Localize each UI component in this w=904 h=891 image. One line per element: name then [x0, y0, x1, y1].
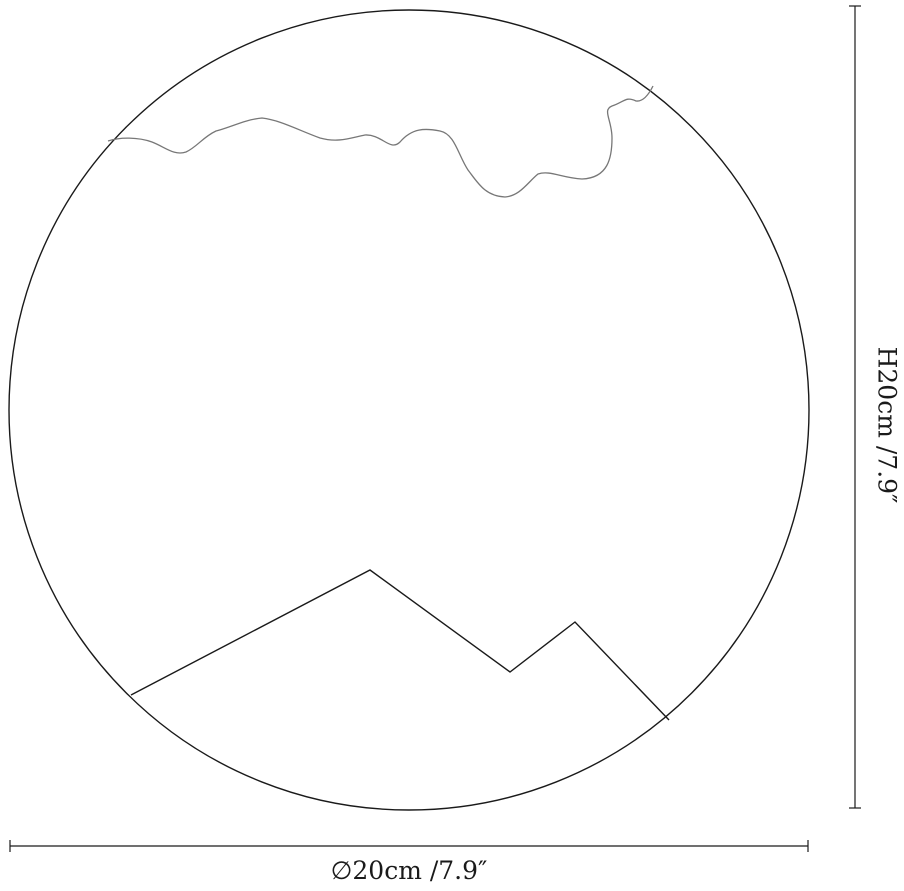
mirror-outline-circle: [8, 9, 810, 811]
top-wavy-contour: [107, 85, 654, 198]
width-dimension-line: [9, 840, 809, 852]
mountain-outline: [130, 569, 670, 721]
width-dimension-label: ∅20cm /7.9″: [330, 856, 488, 885]
height-dimension-label: H20cm /7.9″: [872, 346, 902, 504]
height-dimension-line: [849, 5, 861, 809]
